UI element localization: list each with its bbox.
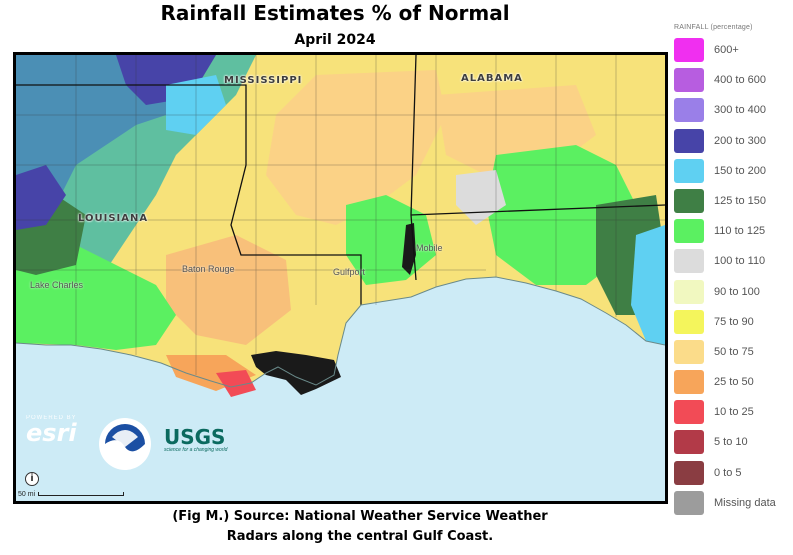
- noaa-icon: [99, 418, 151, 470]
- legend-swatch: [674, 188, 704, 213]
- esri-logo: POWERED BY esri: [26, 415, 88, 455]
- rainfall-map[interactable]: MISSISSIPPI ALABAMA LOUISIANA Baton Roug…: [13, 52, 668, 504]
- legend-label: 5 to 10: [714, 436, 748, 449]
- scale-bar-line: [38, 492, 125, 497]
- legend-swatch: [674, 128, 704, 153]
- legend-item: 75 to 90: [674, 309, 792, 340]
- esri-powered-by: POWERED BY: [26, 415, 77, 421]
- legend-swatch: [674, 400, 704, 425]
- legend-item: 100 to 110: [674, 249, 792, 279]
- usgs-tagline: science for a changing world: [164, 447, 228, 453]
- legend-label: 100 to 110: [714, 255, 766, 268]
- map-canvas: [16, 55, 665, 501]
- legend-item: 10 to 25: [674, 400, 792, 430]
- legend-label: 25 to 50: [714, 376, 754, 389]
- noaa-logo: [98, 417, 152, 471]
- legend-item: 0 to 5: [674, 460, 792, 491]
- legend-label: 10 to 25: [714, 406, 754, 419]
- legend-item: 400 to 600: [674, 68, 792, 98]
- legend-item: 600+: [674, 38, 792, 68]
- legend-label: 0 to 5: [714, 466, 742, 479]
- legend-item: 300 to 400: [674, 98, 792, 128]
- legend-swatch: [674, 490, 704, 515]
- legend-swatch: [674, 339, 704, 364]
- city-label-lake-charles: Lake Charles: [30, 280, 84, 290]
- legend-swatch: [674, 219, 704, 244]
- cyan-zone-se: [631, 225, 665, 345]
- info-icon[interactable]: i: [25, 472, 39, 486]
- legend-label: 600+: [714, 44, 739, 56]
- legend-swatch: [674, 279, 704, 304]
- legend-swatch: [674, 68, 704, 93]
- legend-label: 90 to 100: [714, 285, 760, 298]
- legend-item: 150 to 200: [674, 158, 792, 189]
- coastline: [16, 276, 665, 388]
- caption-line-2: Radars along the central Gulf Coast.: [226, 529, 494, 544]
- usgs-name: USGS: [164, 425, 226, 449]
- legend-swatch: [674, 98, 704, 123]
- legend-label: 75 to 90: [714, 315, 754, 328]
- map-title: Rainfall Estimates % of Normal: [160, 1, 510, 25]
- rainfall-legend: RAINFALL (percentage) 600+ 400 to 600 300 …: [674, 24, 792, 521]
- city-label-gulfport: Gulfport: [333, 267, 366, 277]
- orange-zone-la: [166, 235, 291, 345]
- legend-label: 150 to 200: [714, 164, 766, 177]
- legend-swatch: [674, 158, 704, 183]
- city-label-mobile: Mobile: [416, 243, 443, 253]
- scale-bar-label: 50 mi: [18, 491, 36, 498]
- darkblue-zone-nw: [116, 55, 216, 105]
- legend-label: 200 to 300: [714, 134, 766, 147]
- map-subtitle: April 2024: [294, 32, 376, 48]
- figure-caption: (Fig M.) Source: National Weather Servic…: [120, 507, 600, 547]
- legend-swatch: [674, 430, 704, 455]
- legend-item: 125 to 150: [674, 188, 792, 219]
- darkblue-zone-la: [16, 165, 66, 230]
- legend-swatch: [674, 309, 704, 334]
- county-lines: [16, 55, 665, 375]
- legend-item: 90 to 100: [674, 279, 792, 310]
- legend-swatch: [674, 249, 704, 274]
- legend-item: 25 to 50: [674, 370, 792, 400]
- legend-label: 50 to 75: [714, 345, 754, 358]
- legend-swatch: [674, 38, 704, 62]
- legend-label: 300 to 400: [714, 104, 766, 117]
- legend-swatch: [674, 460, 704, 485]
- state-label-alabama: ALABAMA: [461, 73, 523, 84]
- esri-name: esri: [26, 419, 77, 447]
- orange-zone-ms: [266, 70, 446, 225]
- state-label-louisiana: LOUISIANA: [78, 213, 149, 224]
- red-zone-coast: [216, 370, 256, 397]
- legend-item: 200 to 300: [674, 128, 792, 159]
- legend-label: Missing data: [714, 496, 776, 509]
- legend-item: Missing data: [674, 490, 792, 521]
- scale-bar: 50 mi: [18, 491, 125, 498]
- caption-line-1: (Fig M.) Source: National Weather Servic…: [172, 509, 548, 524]
- legend-swatch: [674, 370, 704, 395]
- city-label-baton-rouge: Baton Rouge: [182, 264, 235, 274]
- legend-label: 110 to 125: [714, 225, 766, 238]
- legend-items: 600+ 400 to 600 300 to 400 200 to 300 150 to…: [674, 38, 792, 521]
- state-borders: [16, 55, 665, 305]
- usgs-logo: USGS science for a changing world: [164, 427, 254, 457]
- legend-item: 50 to 75: [674, 339, 792, 370]
- legend-label: 125 to 150: [714, 194, 766, 207]
- state-label-mississippi: MISSISSIPPI: [224, 75, 303, 86]
- legend-label: 400 to 600: [714, 74, 766, 87]
- legend-item: 5 to 10: [674, 430, 792, 460]
- legend-item: 110 to 125: [674, 219, 792, 249]
- legend-title: RAINFALL (percentage): [674, 24, 753, 31]
